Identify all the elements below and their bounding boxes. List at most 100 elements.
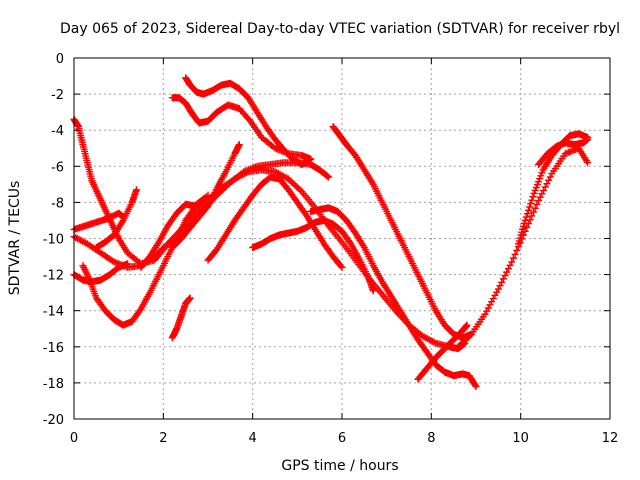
data-point-plus [307,155,315,163]
data-point-plus [546,173,554,181]
series-arc-m [249,216,377,295]
data-point-plus [498,278,506,286]
data-point-plus [504,265,512,273]
x-tick-label: 8 [427,431,435,446]
plot-frame [73,57,611,420]
data-point-plus [291,181,299,189]
data-point-plus [325,173,333,181]
y-tick-label: -16 [43,341,64,356]
data-point-plus [531,204,539,212]
x-tick-label: 10 [512,431,529,446]
y-tick-label: 0 [56,52,64,67]
data-point-plus [463,321,471,329]
series-arc-b [70,209,127,233]
data-point-plus [483,307,491,315]
data-point-plus [133,186,141,194]
data-point-plus [200,195,208,203]
series-arc-s [535,135,592,168]
data-point-plus [235,141,243,149]
series-arc-i [168,141,243,252]
data-point-plus [494,285,502,293]
series-arc-q [454,144,592,351]
data-point-plus [499,275,507,283]
data-marks [70,74,592,391]
y-tick-label: -2 [51,88,64,103]
data-point-plus [543,180,551,188]
data-point-plus [501,272,509,280]
data-point-plus [523,210,531,218]
data-point-plus [540,186,548,194]
data-point-plus [124,260,132,268]
data-point-plus [508,258,516,266]
data-point-plus [493,288,501,296]
y-tick-label: -18 [43,377,64,392]
data-point-plus [346,238,354,246]
series-arc-l [204,173,346,271]
data-point-plus [369,287,377,295]
data-point-plus [535,197,543,205]
data-point-plus [538,190,546,198]
data-point-plus [288,178,296,186]
y-tick-label: -10 [43,233,64,248]
data-point-plus [491,291,499,299]
data-point-plus [528,212,536,220]
series-arc-o [329,123,476,342]
series-arc-h [168,294,194,342]
data-point-plus [528,196,536,204]
y-axis-label: SDTVAR / TECUs [7,181,23,296]
data-point-plus [513,246,521,254]
data-point-plus [545,176,553,184]
data-point-plus [536,193,544,201]
data-point-plus [245,116,253,124]
data-point-plus [522,213,530,221]
data-point-plus [289,180,297,188]
y-tick-label: -20 [43,413,64,428]
data-point-plus [533,200,541,208]
data-point-plus [529,193,537,201]
data-point-plus [472,383,480,391]
data-point-plus [489,295,497,303]
data-point-plus [293,183,301,191]
y-tick-label: -12 [43,269,64,284]
x-axis-label: GPS time / hours [281,458,398,474]
data-point-plus [338,263,346,271]
series-arc-f [92,186,141,252]
data-point-plus [584,135,592,143]
data-point-plus [524,206,532,214]
chart-title: Day 065 of 2023, Sidereal Day-to-day VTE… [60,21,620,37]
data-point-plus [521,216,529,224]
data-point-plus [584,159,592,167]
data-point-plus [471,381,479,389]
data-point-plus [186,294,194,302]
data-point-plus [136,306,144,314]
y-tick-label: -4 [51,124,64,139]
data-point-plus [203,203,211,211]
y-tick-label: -6 [51,160,64,175]
data-point-plus [198,196,206,204]
series-arc-j [168,94,315,163]
x-tick-label: 6 [338,431,346,446]
data-point-plus [541,183,549,191]
data-point-plus [506,261,514,269]
data-point-plus [509,254,517,262]
data-point-plus [488,298,496,306]
x-tick-label: 2 [159,431,167,446]
data-point-plus [530,208,538,216]
data-point-plus [337,262,345,270]
data-point-plus [486,301,494,309]
data-point-plus [511,250,519,258]
data-point-plus [496,282,504,290]
data-point-plus [296,186,304,194]
y-tick-label: -8 [51,196,64,211]
series-arc-g [137,195,208,271]
x-tick-label: 0 [70,431,78,446]
series-arc-p [414,321,471,383]
data-point-plus [523,223,531,231]
y-tick-label: -14 [43,305,64,320]
data-point-plus [526,203,534,211]
x-tick-label: 4 [249,431,257,446]
data-point-plus [527,200,535,208]
axis-ticks: 0 2 4 6 8 10 12 0 -2 -4 -6 -8 -10 -12 -14 -16 -18 -20 [43,52,619,446]
series-arc-k [182,74,315,168]
